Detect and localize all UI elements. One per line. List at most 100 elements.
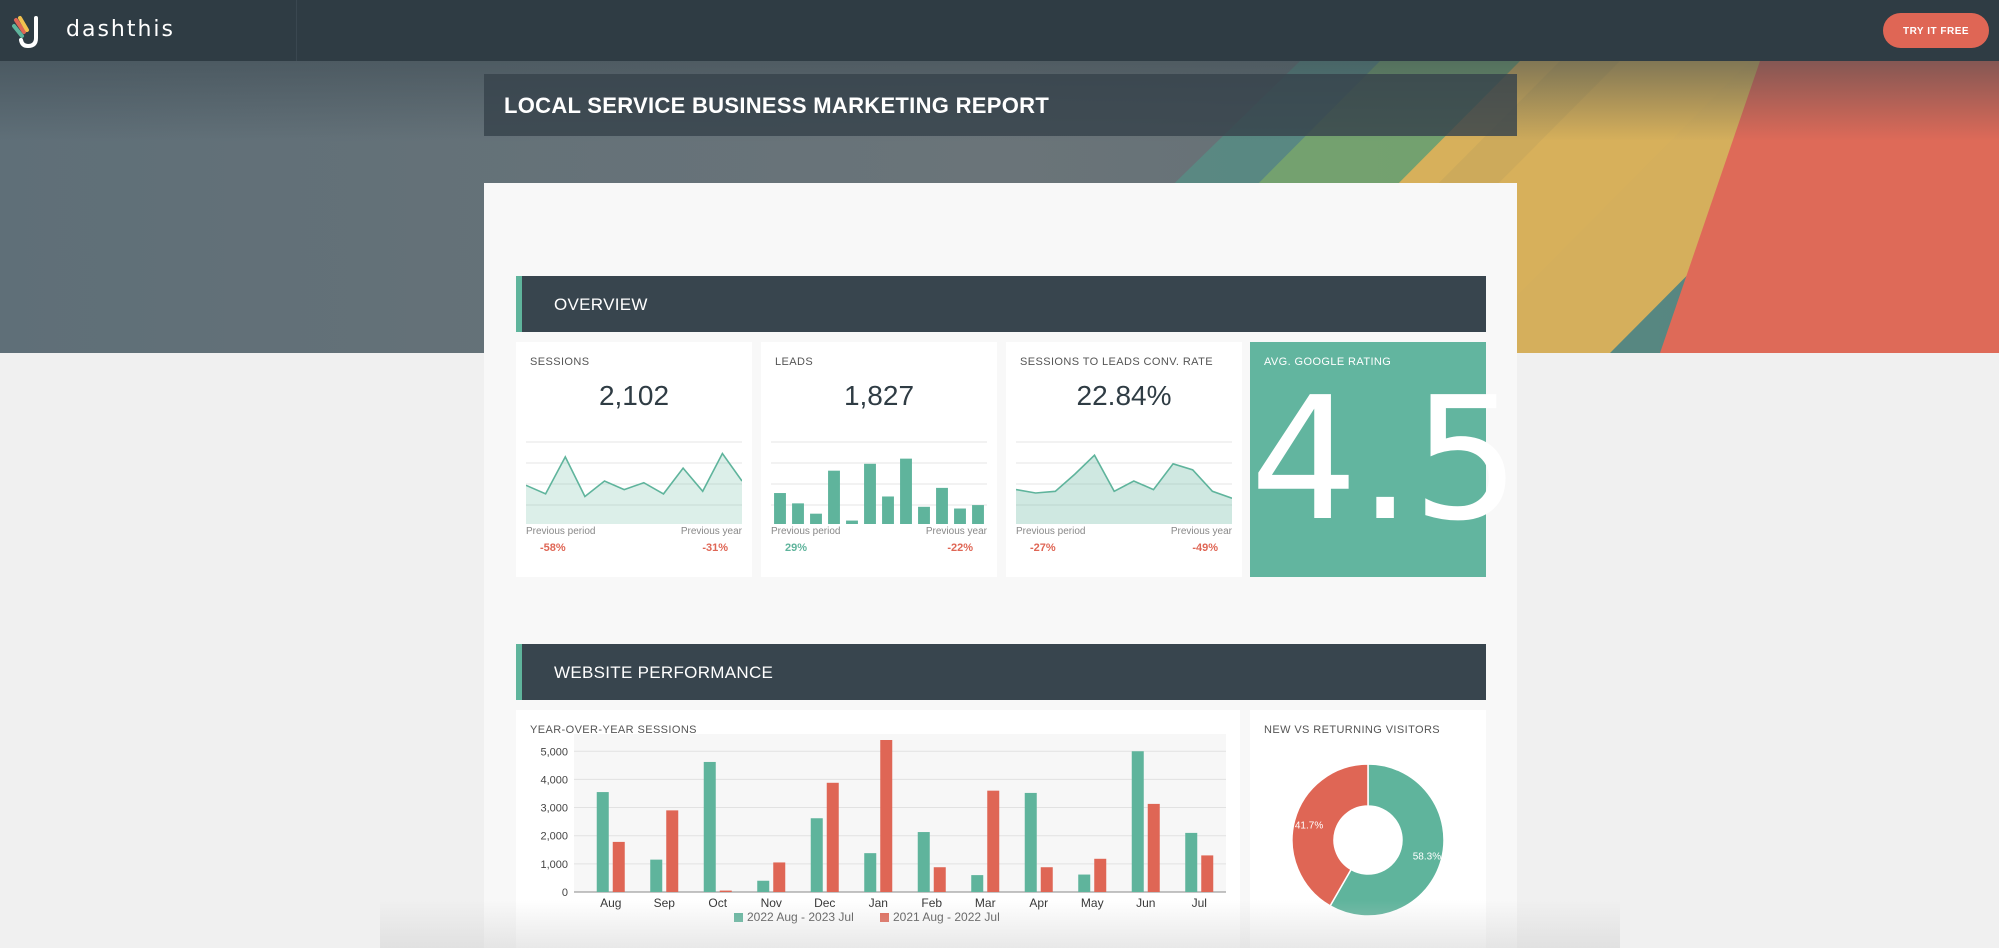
bar-current-period [650,859,663,892]
conversion-sparkline [1016,441,1232,524]
x-tick-label: Jan [869,896,888,910]
x-tick-label: Sep [654,896,676,910]
new-vs-returning-title: NEW VS RETURNING VISITORS [1264,724,1441,736]
section-accent [516,276,522,332]
previous-period-label: Previous period [526,526,596,537]
previous-year-label: Previous year [1170,526,1232,537]
bar-current-period [596,792,609,892]
bar-previous-period [612,841,625,892]
bar-previous-period [1040,867,1053,892]
y-tick-label: 3,000 [540,803,568,815]
bar-current-period [810,818,823,892]
x-tick-label: Dec [814,896,835,910]
x-tick-label: Nov [761,896,782,910]
x-tick-label: Mar [975,896,996,910]
new-vs-returning-donut: 58.3% 41.7% [1291,763,1445,917]
website-performance-section-header: WEBSITE PERFORMANCE [516,644,1486,700]
rating-value: 4.5 [1250,361,1521,559]
kpi-value: 2,102 [598,380,670,411]
kpi-title: SESSIONS [530,356,590,368]
previous-year-change: -31% [702,542,728,554]
bar-previous-period [666,810,679,892]
kpi-title: LEADS [775,356,814,368]
previous-year-label: Previous year [925,526,987,537]
report-title: LOCAL SERVICE BUSINESS MARKETING REPORT [504,93,1050,118]
donut-slice-label: 58.3% [1413,852,1441,863]
bar-previous-period [1201,855,1214,892]
sessions-sparkline [526,441,742,524]
bar-current-period [1078,874,1091,892]
bar-current-period [917,832,930,892]
bar-current-period [971,875,984,892]
legend-swatch-green [734,913,743,923]
previous-period-change: 29% [785,542,808,554]
sparkbar [972,505,984,524]
previous-year-label: Previous year [680,526,742,537]
website-performance-heading: WEBSITE PERFORMANCE [554,663,774,682]
bar-previous-period [1147,803,1160,892]
x-tick-label: Oct [708,896,727,910]
sparkbar [900,458,912,524]
kpi-card-google-rating[interactable]: AVG. GOOGLE RATING 4.5 [1250,342,1521,577]
legend-item-previous[interactable]: 2021 Aug - 2022 Jul [880,910,1000,924]
plot-background [574,734,1226,892]
rating-title: AVG. GOOGLE RATING [1264,356,1392,368]
sparkbar [864,463,876,524]
sparkbar [954,508,966,524]
bar-previous-period [987,790,1000,892]
legend-item-current[interactable]: 2022 Aug - 2023 Jul [734,910,854,924]
x-tick-label: Aug [600,896,621,910]
top-nav-bar: dashthis TRY IT FREE [0,0,1999,61]
previous-year-change: -49% [1192,542,1218,554]
y-tick-label: 2,000 [540,831,568,843]
yoy-sessions-title: YEAR-OVER-YEAR SESSIONS [530,724,697,736]
kpi-card-leads[interactable]: LEADS 1,827 Previous period Previous yea… [761,342,997,577]
try-it-free-button[interactable]: TRY IT FREE [1883,13,1989,48]
kpi-value: 1,827 [843,380,915,411]
leads-sparkbars [771,441,987,524]
sparkbar [918,506,930,524]
bar-current-period [703,761,716,892]
y-tick-label: 5,000 [540,746,568,758]
x-tick-label: Jul [1192,896,1207,910]
bar-current-period [1185,832,1198,892]
bar-previous-period [826,782,839,892]
kpi-card-conversion-rate[interactable]: SESSIONS TO LEADS CONV. RATE 22.84% Prev… [1006,342,1242,577]
kpi-value: 22.84% [1076,380,1172,411]
bar-previous-period [773,862,786,892]
y-tick-label: 4,000 [540,774,568,786]
bar-current-period [1131,751,1144,892]
sparkline-area [1016,455,1232,524]
previous-period-change: -27% [1030,542,1056,554]
dashthis-logo-icon[interactable] [12,14,44,48]
sparkbar [810,513,822,524]
bar-previous-period [1094,858,1107,892]
bar-current-period [757,880,770,892]
yoy-sessions-card[interactable]: YEAR-OVER-YEAR SESSIONS 0 1,000 2,000 3,000… [516,710,1240,948]
x-tick-label: May [1081,896,1104,910]
legend-label: 2022 Aug - 2023 Jul [747,910,854,924]
bar-current-period [1024,792,1037,892]
donut-slice [1291,763,1369,907]
report-title-bar: LOCAL SERVICE BUSINESS MARKETING REPORT [484,74,1517,136]
sparkline-area [526,453,742,524]
legend-swatch-red [880,913,889,923]
overview-section-header: OVERVIEW [516,276,1486,332]
section-accent [516,644,522,700]
new-vs-returning-card[interactable]: NEW VS RETURNING VISITORS 58.3% 41.7% [1250,710,1486,948]
kpi-card-sessions[interactable]: SESSIONS 2,102 Previous period Previous … [516,342,752,577]
legend-label: 2021 Aug - 2022 Jul [893,910,1000,924]
sparkline-line [1016,453,1232,499]
yoy-sessions-chart: 0 1,000 2,000 3,000 4,000 5,000 Aug Sep Oct Nov De… [540,734,1226,910]
y-tick-label: 0 [562,887,568,899]
sparkbar [792,503,804,524]
logo-text[interactable]: dashthis [66,17,175,42]
y-tick-label: 1,000 [540,859,568,871]
bar-current-period [864,853,877,892]
previous-period-label: Previous period [1016,526,1086,537]
bar-previous-period [880,740,893,892]
x-tick-label: Apr [1029,896,1048,910]
topbar-divider [296,0,297,61]
donut-slice-label: 41.7% [1295,820,1323,831]
sparkbar [828,470,840,524]
